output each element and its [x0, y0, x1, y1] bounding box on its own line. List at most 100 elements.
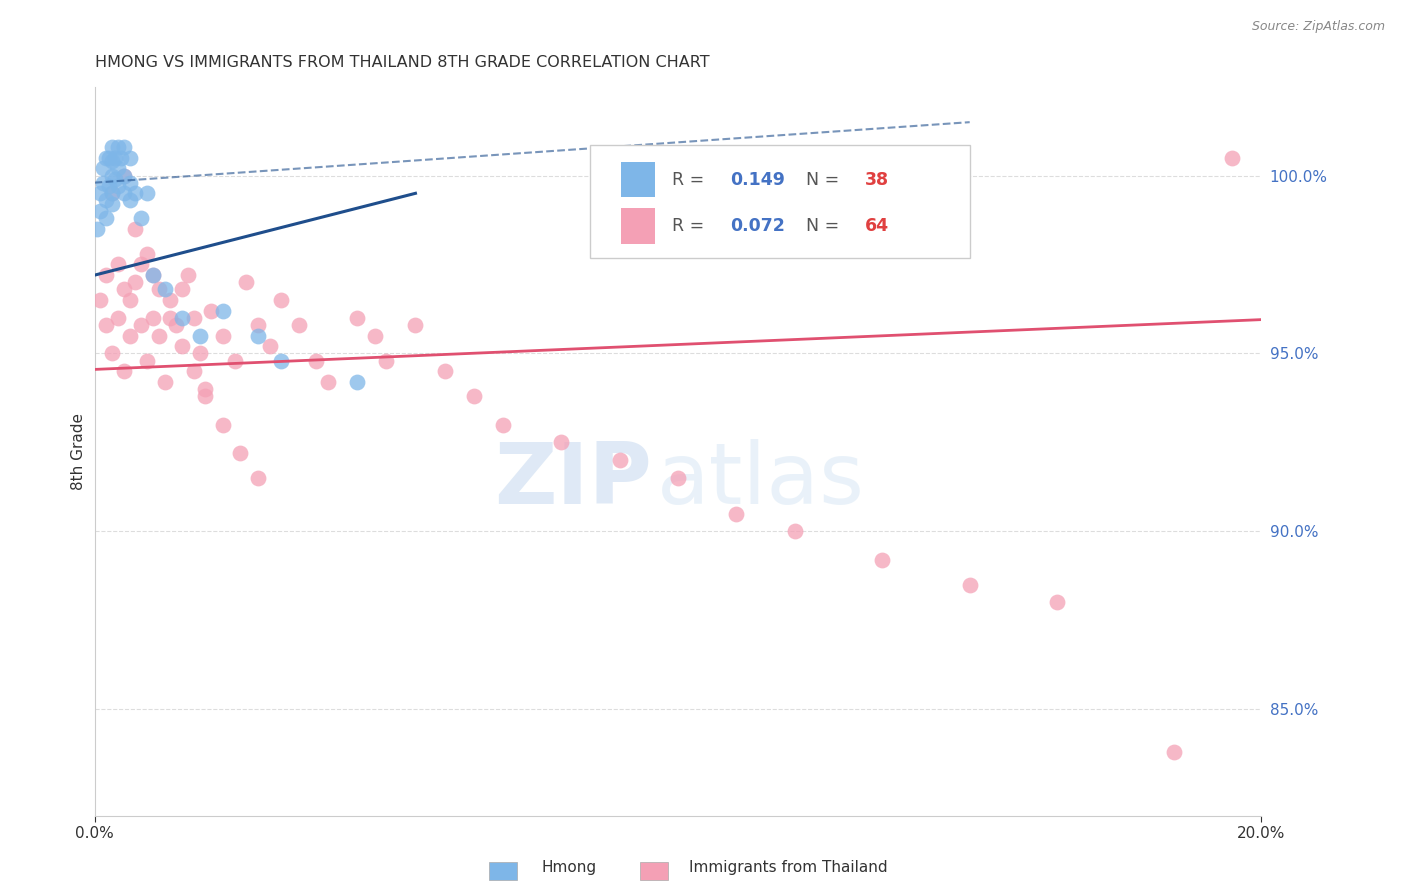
Point [118, 151, 141, 165]
Text: Source: ZipAtlas.com: Source: ZipAtlas.com [1251, 20, 1385, 33]
Point [188, 328, 211, 343]
Point [246, 318, 269, 332]
Point [783, 524, 806, 539]
Point [129, 318, 152, 332]
Point [101, 140, 124, 154]
Point [104, 172, 127, 186]
Point [463, 389, 485, 403]
Point [112, 186, 135, 201]
Point [235, 275, 257, 289]
Text: ZIP: ZIP [495, 439, 652, 522]
Point [194, 389, 217, 403]
Point [153, 282, 176, 296]
FancyBboxPatch shape [591, 145, 970, 258]
Point [346, 310, 368, 325]
Point [98, 151, 121, 165]
Point [212, 417, 235, 432]
Point [112, 364, 135, 378]
Point [96, 268, 118, 282]
FancyBboxPatch shape [621, 208, 655, 244]
Point [107, 179, 129, 194]
Point [96, 211, 118, 226]
Point [1163, 745, 1185, 759]
Point [1046, 595, 1069, 609]
Point [870, 553, 893, 567]
Point [112, 169, 135, 183]
Point [183, 310, 205, 325]
Point [200, 303, 222, 318]
Point [118, 328, 141, 343]
Point [725, 507, 748, 521]
Point [270, 293, 292, 307]
Point [148, 282, 170, 296]
Point [959, 577, 981, 591]
Point [177, 268, 200, 282]
Point [86, 222, 108, 236]
Point [550, 435, 572, 450]
Point [96, 151, 118, 165]
Point [142, 268, 165, 282]
Point [287, 318, 309, 332]
Point [118, 293, 141, 307]
Text: R =: R = [672, 217, 710, 235]
Point [129, 211, 152, 226]
Point [188, 346, 211, 360]
Point [136, 353, 159, 368]
Point [91, 176, 114, 190]
Point [492, 417, 515, 432]
Point [148, 328, 170, 343]
Point [142, 268, 165, 282]
Point [363, 328, 385, 343]
Point [159, 293, 181, 307]
Point [101, 346, 124, 360]
Point [112, 140, 135, 154]
Point [153, 375, 176, 389]
Point [172, 310, 194, 325]
Point [183, 364, 205, 378]
Point [91, 161, 114, 176]
Point [194, 382, 217, 396]
Point [433, 364, 456, 378]
Point [112, 282, 135, 296]
Point [110, 151, 132, 165]
Text: 64: 64 [865, 217, 889, 235]
Point [246, 471, 269, 485]
Point [142, 310, 165, 325]
Point [229, 446, 252, 460]
Point [89, 293, 111, 307]
Point [375, 353, 398, 368]
Point [129, 257, 152, 271]
Point [89, 186, 111, 201]
Text: HMONG VS IMMIGRANTS FROM THAILAND 8TH GRADE CORRELATION CHART: HMONG VS IMMIGRANTS FROM THAILAND 8TH GR… [94, 55, 709, 70]
Point [1220, 151, 1243, 165]
Point [89, 204, 111, 219]
Point [112, 169, 135, 183]
Point [104, 151, 127, 165]
Point [165, 318, 187, 332]
Point [124, 275, 146, 289]
Point [346, 375, 368, 389]
Text: 0.149: 0.149 [731, 170, 786, 189]
Text: 38: 38 [865, 170, 889, 189]
Point [124, 186, 146, 201]
Point [609, 453, 631, 467]
Point [107, 257, 129, 271]
Point [666, 471, 689, 485]
Point [259, 339, 281, 353]
Text: atlas: atlas [657, 439, 865, 522]
Point [101, 169, 124, 183]
Point [404, 318, 426, 332]
Text: Immigrants from Thailand: Immigrants from Thailand [689, 861, 887, 875]
Text: 0.072: 0.072 [731, 217, 786, 235]
Point [136, 247, 159, 261]
Point [107, 310, 129, 325]
Text: N =: N = [806, 217, 845, 235]
Y-axis label: 8th Grade: 8th Grade [72, 413, 86, 490]
Point [316, 375, 339, 389]
Point [96, 194, 118, 208]
Point [124, 222, 146, 236]
Point [101, 154, 124, 169]
Text: R =: R = [672, 170, 710, 189]
Point [118, 194, 141, 208]
Text: Hmong: Hmong [541, 861, 596, 875]
